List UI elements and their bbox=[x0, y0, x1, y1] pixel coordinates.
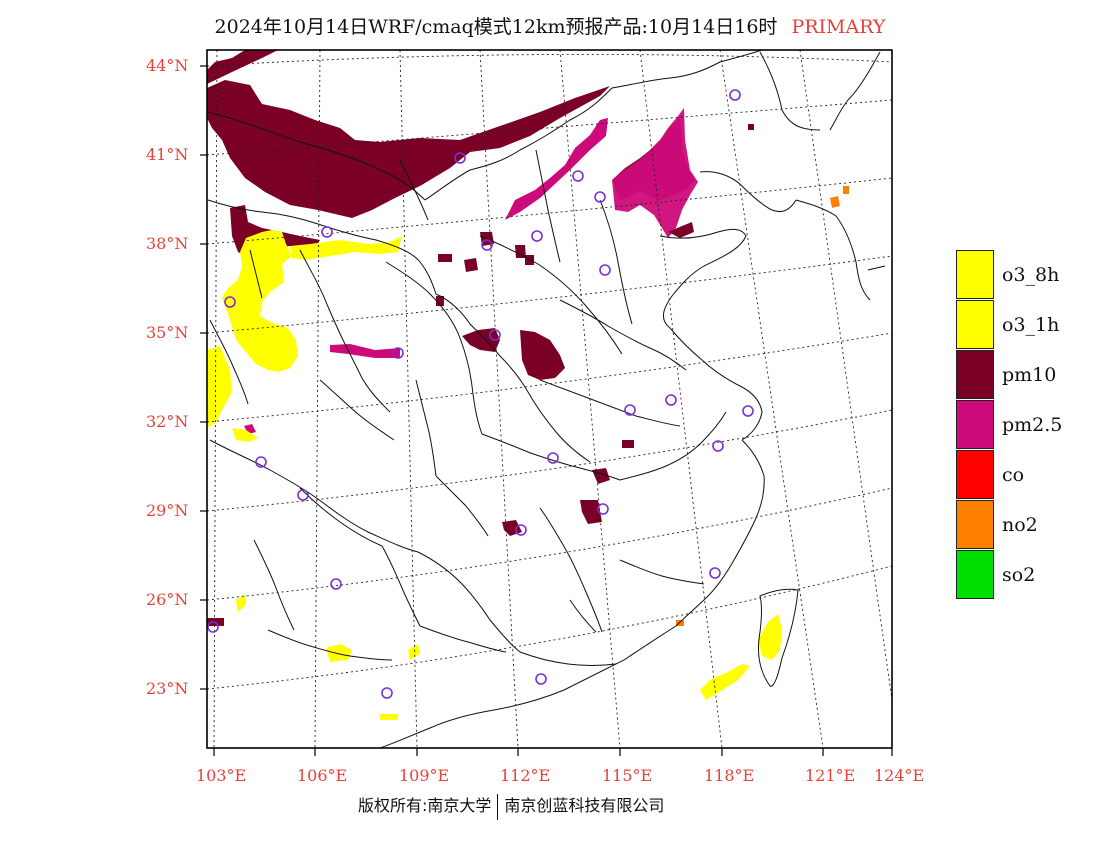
copyright: 版权所有:南京大学 南京创蓝科技有限公司 bbox=[358, 792, 664, 820]
o3-region-west bbox=[207, 230, 782, 720]
no2-patch bbox=[843, 186, 849, 194]
legend-swatch-so2 bbox=[956, 550, 994, 599]
legend-swatch-o3-8h bbox=[956, 250, 994, 299]
map-title: 2024年10月14日WRF/cmaq模式12km预报产品:10月14日16时 P… bbox=[0, 12, 1100, 39]
lat-label: 23°N bbox=[146, 679, 189, 698]
title-text: 2024年10月14日WRF/cmaq模式12km预报产品:10月14日16时 bbox=[214, 16, 778, 38]
legend-swatch-pm10 bbox=[956, 350, 994, 399]
copyright-left: 版权所有:南京大学 bbox=[358, 796, 492, 815]
legend-swatch-pm25 bbox=[956, 400, 994, 449]
axis-ticks bbox=[200, 65, 893, 756]
lon-label: 112°E bbox=[500, 766, 551, 785]
legend-label: pm10 bbox=[1002, 364, 1057, 386]
lon-label: 109°E bbox=[399, 766, 450, 785]
coastline-and-borders bbox=[207, 50, 886, 748]
lat-label: 41°N bbox=[146, 145, 189, 164]
legend-label: o3_1h bbox=[1002, 314, 1060, 336]
lon-label: 103°E bbox=[196, 766, 247, 785]
lon-label: 121°E bbox=[805, 766, 856, 785]
lon-label: 118°E bbox=[704, 766, 755, 785]
no2-patch bbox=[830, 196, 840, 208]
lon-label: 106°E bbox=[297, 766, 348, 785]
legend-label: pm2.5 bbox=[1002, 414, 1063, 436]
legend-label: no2 bbox=[1002, 514, 1038, 536]
lat-label: 32°N bbox=[146, 412, 189, 431]
lon-label: 115°E bbox=[602, 766, 653, 785]
legend-label: so2 bbox=[1002, 564, 1036, 586]
pm10-region-north bbox=[207, 50, 695, 258]
lat-label: 44°N bbox=[146, 56, 189, 75]
legend-swatch-no2 bbox=[956, 500, 994, 549]
legend-swatch-o3-1h bbox=[956, 300, 994, 349]
legend-swatch-co bbox=[956, 450, 994, 499]
copyright-right: 南京创蓝科技有限公司 bbox=[504, 796, 665, 815]
lat-label: 38°N bbox=[146, 234, 189, 253]
primary-tag: PRIMARY bbox=[791, 16, 886, 38]
lat-label: 29°N bbox=[146, 501, 189, 520]
map-frame bbox=[206, 49, 893, 749]
legend-label: o3_8h bbox=[1002, 264, 1060, 286]
lon-label: 124°E bbox=[874, 766, 925, 785]
lat-label: 35°N bbox=[146, 323, 189, 342]
station-markers bbox=[207, 89, 754, 699]
legend-label: co bbox=[1002, 464, 1025, 486]
lat-label: 26°N bbox=[146, 590, 189, 609]
